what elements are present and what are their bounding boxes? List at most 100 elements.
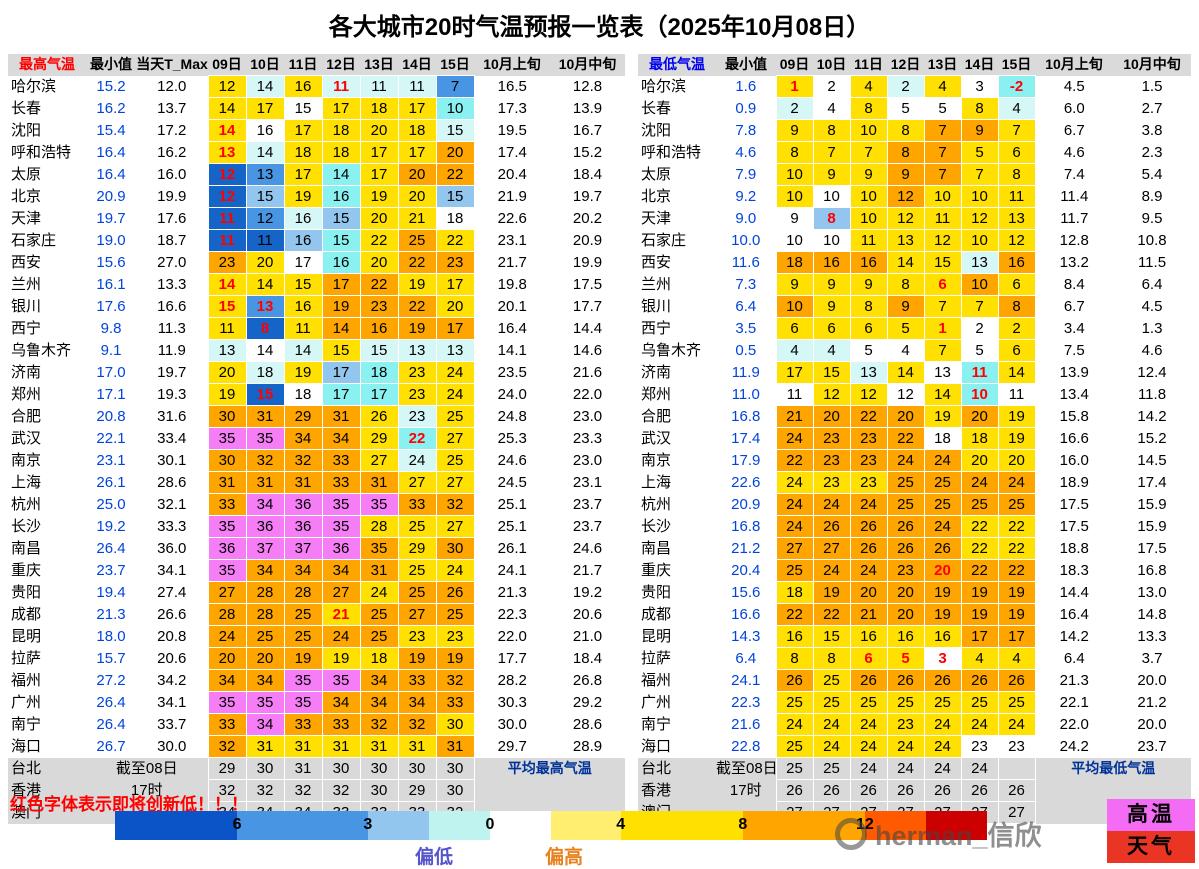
table-row: 武汉 17.4 24 23 23 22 18 18 19 16.6 15.2 — [638, 427, 1191, 450]
column-header: 10月上旬 — [474, 54, 550, 76]
table-row: 广州 26.4 34.1 35 35 35 34 34 34 33 30.3 29.2 — [8, 691, 625, 714]
temp-cell: 31 — [397, 735, 437, 758]
temp-cell: 9 — [960, 119, 999, 142]
temp-cell: 22 — [960, 537, 999, 560]
temp-cell: 9 — [775, 273, 814, 296]
temp-cell: 6 — [812, 317, 851, 340]
temp-cell: 13 — [960, 251, 999, 274]
mid-oct-avg: 26.8 — [572, 672, 603, 689]
colorbar-tick: 0 — [485, 816, 495, 833]
mid-oct-avg: 20.0 — [1137, 716, 1167, 733]
column-header: 12日 — [322, 54, 360, 76]
temp-cell: 8 — [812, 647, 851, 670]
table-row: 合肥 16.8 21 20 22 20 19 20 19 15.8 14.2 — [638, 405, 1191, 428]
temp-cell: 24 — [812, 493, 851, 516]
temp-cell: 23 — [435, 251, 475, 274]
mid-oct-avg: 21.0 — [572, 628, 603, 645]
temp-cell: 35 — [207, 427, 247, 450]
temp-cell: 11 — [397, 75, 437, 98]
temp-cell: 31 — [359, 735, 399, 758]
temp-cell: 23 — [435, 625, 475, 648]
city-name: 武汉 — [641, 430, 672, 447]
watermark-logo-icon — [835, 817, 867, 850]
temp-cell: 24 — [886, 757, 925, 780]
temp-cell: 16 — [359, 317, 399, 340]
temp-cell: 14 — [321, 163, 361, 186]
mid-oct-avg: 23.7 — [572, 518, 603, 535]
temp-cell: 10 — [849, 185, 888, 208]
temp-cell: 20 — [960, 449, 999, 472]
temp-cell: 11 — [359, 75, 399, 98]
table-row: 武汉 22.1 33.4 35 35 34 34 29 22 27 25.3 23.3 — [8, 427, 625, 450]
temp-cell: 18 — [923, 427, 962, 450]
temp-cell: 26 — [886, 515, 925, 538]
today-tmax: 34.1 — [157, 694, 187, 711]
temp-cell: 11 — [207, 229, 247, 252]
table-row: 哈尔滨 15.2 12.0 12 14 16 11 11 11 7 16.5 12.8 — [8, 75, 625, 98]
temp-cell: 15 — [812, 361, 851, 384]
mid-oct-avg: 4.6 — [1141, 342, 1163, 359]
temp-cell: 17 — [283, 119, 323, 142]
min-value: 7.8 — [735, 122, 757, 139]
temp-cell: 32 — [245, 449, 285, 472]
table-row: 西宁 3.5 6 6 6 5 1 2 2 3.4 1.3 — [638, 317, 1191, 340]
city-name: 兰州 — [11, 276, 42, 293]
temp-cell: 24 — [849, 713, 888, 736]
today-tmax: 17.2 — [157, 122, 187, 139]
column-header: 09日 — [208, 54, 246, 76]
temp-cell: 28 — [245, 603, 285, 626]
temp-cell: 10 — [812, 229, 851, 252]
mid-oct-avg: 14.4 — [572, 320, 603, 337]
temp-cell: 4 — [812, 97, 851, 120]
city-name: 南宁 — [641, 716, 672, 733]
today-tmax: 30.0 — [157, 738, 187, 755]
temp-cell: 26 — [849, 515, 888, 538]
today-tmax: 19.9 — [157, 188, 187, 205]
city-name: 石家庄 — [641, 232, 687, 249]
temp-cell: 34 — [283, 427, 323, 450]
temp-cell: 25 — [923, 471, 962, 494]
average-label: 平均最高气温 — [474, 757, 625, 780]
mid-oct-avg: 17.5 — [572, 276, 603, 293]
city-name: 南京 — [641, 452, 672, 469]
average-label — [1035, 779, 1191, 802]
min-value: 7.9 — [735, 166, 757, 183]
temp-cell: 25 — [775, 559, 814, 582]
min-value: 16.8 — [731, 518, 761, 535]
temp-cell: 7 — [960, 163, 999, 186]
temp-cell: 17 — [997, 625, 1036, 648]
temp-cell: 20 — [245, 647, 285, 670]
temp-cell: 24 — [435, 559, 475, 582]
temp-cell: 27 — [207, 581, 247, 604]
mid-oct-avg: 2.7 — [1141, 100, 1163, 117]
mid-oct-avg: 21.2 — [1137, 694, 1167, 711]
temp-cell: 23 — [812, 471, 851, 494]
temp-cell: 23 — [886, 713, 925, 736]
table-row: 沈阳 15.4 17.2 14 16 17 18 20 18 15 19.5 16.7 — [8, 119, 625, 142]
temp-cell: 5 — [960, 339, 999, 362]
temp-cell: 17 — [359, 141, 399, 164]
temp-cell: 21 — [321, 603, 361, 626]
temp-cell: 24 — [960, 713, 999, 736]
temp-cell: 22 — [997, 515, 1036, 538]
temp-cell: 25 — [775, 735, 814, 758]
temp-cell: 19 — [397, 317, 437, 340]
header-row: 最低气温 最小值 09日 10日 11日 12日 13日 14日 15日 10月上旬 10月中旬 — [638, 54, 1191, 76]
early-oct-avg: 22.0 — [1059, 716, 1089, 733]
temp-cell: 32 — [397, 713, 437, 736]
temp-cell: 19 — [435, 647, 475, 670]
temp-cell: 29 — [397, 779, 437, 802]
city-name: 济南 — [11, 364, 42, 381]
temp-cell: 24 — [923, 515, 962, 538]
temp-cell: 31 — [321, 405, 361, 428]
temp-cell: 31 — [245, 471, 285, 494]
temp-cell: 36 — [283, 493, 323, 516]
temp-cell: 17 — [435, 317, 475, 340]
temp-cell: 30 — [435, 779, 475, 802]
early-oct-avg: 25.1 — [497, 496, 527, 513]
temp-cell: 35 — [359, 537, 399, 560]
city-name: 长沙 — [11, 518, 42, 535]
temp-cell: 8 — [849, 295, 888, 318]
table-row: 广州 22.3 25 25 25 25 25 25 25 22.1 21.2 — [638, 691, 1191, 714]
temp-cell: 25 — [397, 581, 437, 604]
